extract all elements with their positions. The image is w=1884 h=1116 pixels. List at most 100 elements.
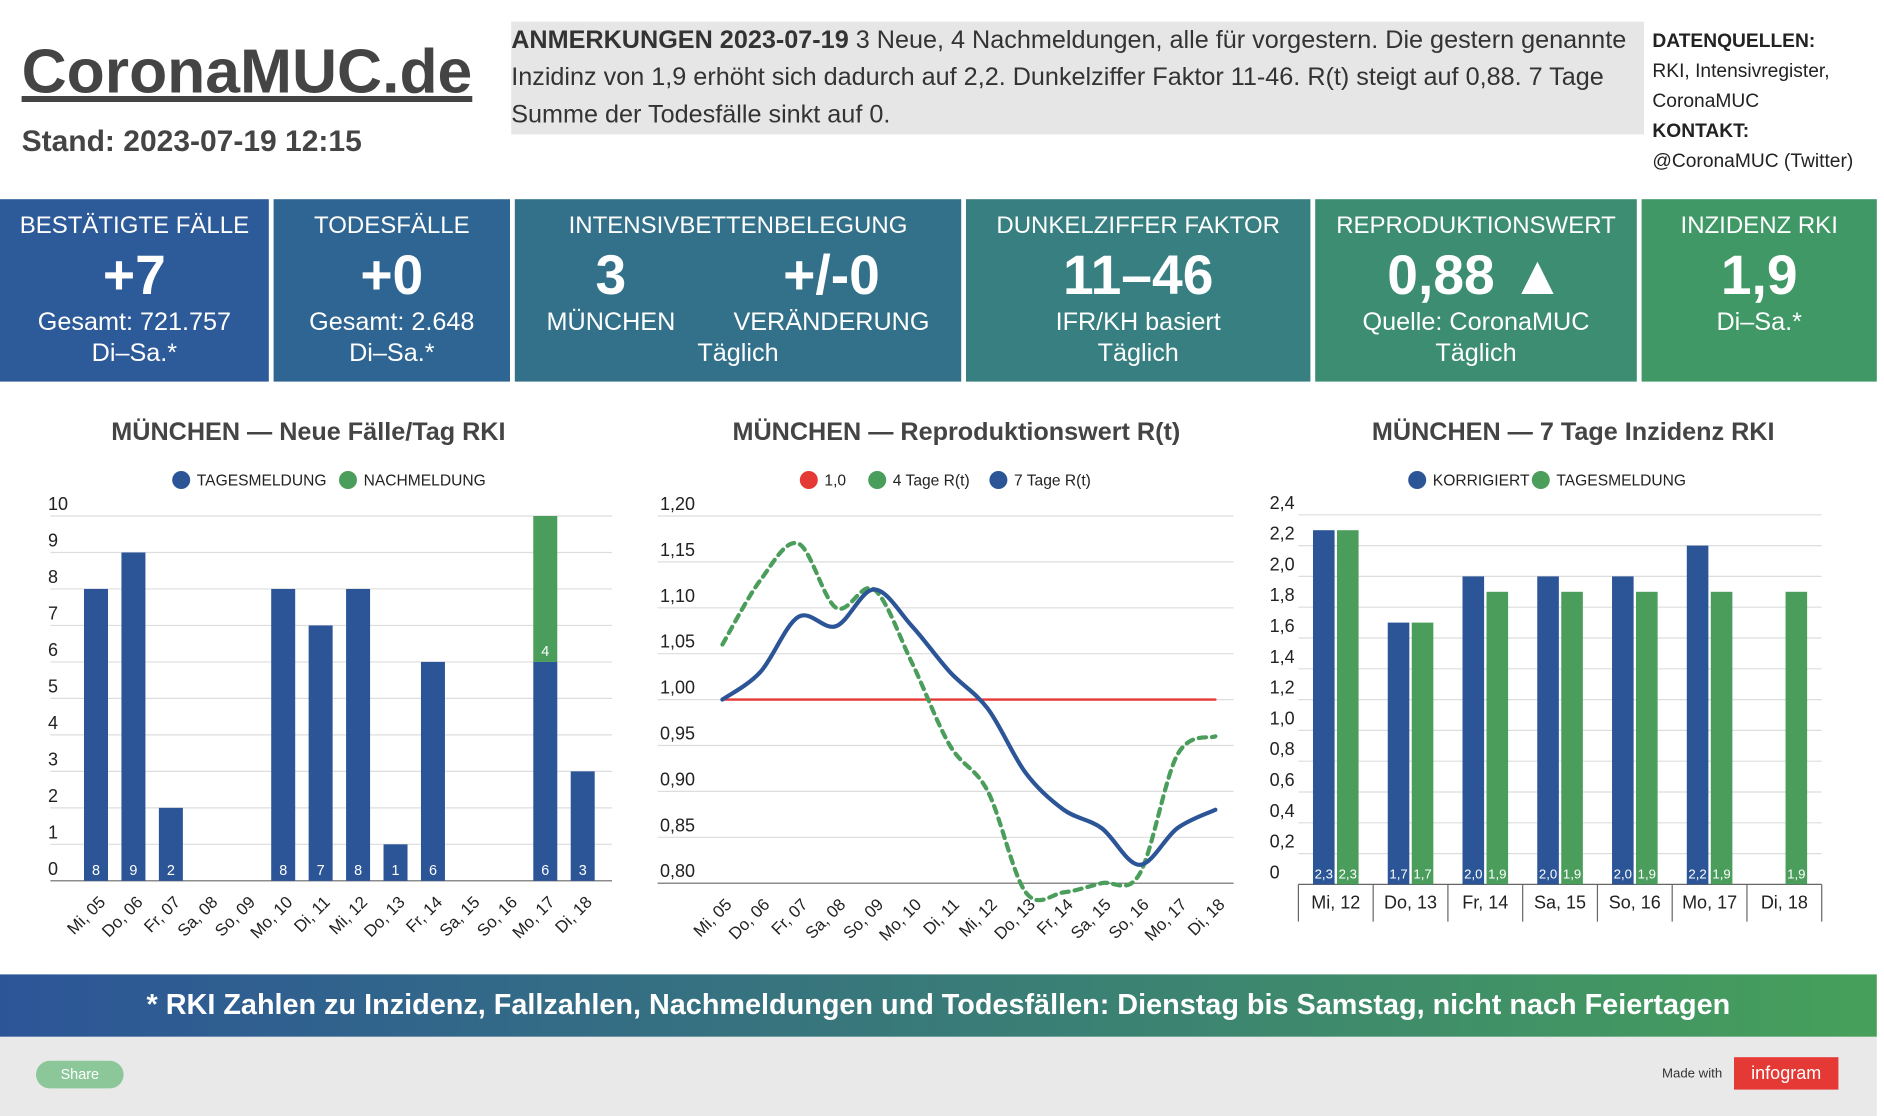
bar xyxy=(533,516,558,662)
kpi-line: Di–Sa.* xyxy=(1716,308,1802,336)
y-tick-label: 9 xyxy=(48,530,58,550)
bar xyxy=(346,588,371,881)
value-label: 6 xyxy=(429,863,437,879)
y-tick-label: 1,2 xyxy=(1270,678,1295,698)
legend-label: 4 Tage R(t) xyxy=(893,472,970,489)
kpi-line: Gesamt: 721.757 xyxy=(37,308,232,336)
y-tick-label: 1,8 xyxy=(1270,585,1295,605)
sources-heading: DATENQUELLEN: xyxy=(1652,31,1816,52)
bar xyxy=(271,588,296,881)
x-tick-label: Fr, 14 xyxy=(1462,892,1508,912)
y-tick-label: 10 xyxy=(48,494,68,514)
legend-label: TAGESMELDUNG xyxy=(1556,472,1686,489)
y-tick-label: 1,05 xyxy=(660,632,695,652)
x-tick-label: Do, 06 xyxy=(98,893,146,941)
footer-note: * RKI Zahlen zu Inzidenz, Fallzahlen, Na… xyxy=(0,974,1877,1037)
notes-text: 3 Neue, 4 Nachmeldungen, alle für vorges… xyxy=(511,26,1627,129)
value-label: 2,0 xyxy=(1464,866,1482,881)
charts: MÜNCHEN — Neue Fälle/Tag RKI TAGESMELDUNG… xyxy=(48,417,1823,945)
y-tick-label: 8 xyxy=(48,567,58,587)
x-tick-label: Di, 11 xyxy=(290,893,334,937)
bar xyxy=(1612,576,1634,885)
kpi-value: +/-0 xyxy=(783,243,880,306)
y-tick-label: 3 xyxy=(48,749,58,769)
bar xyxy=(1710,591,1733,885)
site-title[interactable]: CoronaMUC.de xyxy=(21,37,473,107)
y-tick-label: 0,2 xyxy=(1270,832,1295,852)
legend-marker xyxy=(868,471,887,490)
x-tick-label: Di, 18 xyxy=(1761,892,1808,912)
y-tick-label: 4 xyxy=(48,713,58,733)
y-tick-label: 6 xyxy=(48,640,58,660)
value-label: 8 xyxy=(354,863,362,879)
kpi-tile: INTENSIVBETTENBELEGUNG 3 MÜNCHEN +/-0 VERÄ… xyxy=(514,199,962,382)
x-tick-label: Mo, 17 xyxy=(1682,892,1737,912)
y-tick-label: 1,6 xyxy=(1270,616,1295,636)
bar xyxy=(1636,591,1658,885)
kpi-title: BESTÄTIGTE FÄLLE xyxy=(19,212,250,239)
y-tick-label: 0 xyxy=(48,859,58,879)
legend-marker xyxy=(1531,471,1550,490)
y-tick-label: 2,2 xyxy=(1270,524,1295,544)
x-tick-label: Mo, 17 xyxy=(1141,895,1191,945)
kpi-title: DUNKELZIFFER FAKTOR xyxy=(996,212,1280,239)
value-label: 2,0 xyxy=(1614,866,1632,881)
x-tick-label: Sa, 08 xyxy=(174,893,222,941)
kpi-value: 0,88 ▲ xyxy=(1387,243,1565,306)
x-tick-label: Mi, 12 xyxy=(1311,892,1360,912)
contact[interactable]: @CoronaMUC (Twitter) xyxy=(1652,151,1854,172)
kpi-line: IFR/KH basiert xyxy=(1055,308,1221,336)
x-tick-label: Di, 11 xyxy=(919,895,963,939)
brand-logo[interactable]: infogram xyxy=(1734,1057,1839,1090)
bar xyxy=(420,661,445,881)
bar xyxy=(1561,591,1583,885)
kpi-tile: BESTÄTIGTE FÄLLE +7 Gesamt: 721.757 Di–S… xyxy=(0,199,269,382)
value-label: 1,9 xyxy=(1563,866,1581,881)
x-tick-label: Mo, 10 xyxy=(875,895,925,945)
value-label: 1,7 xyxy=(1389,866,1407,881)
value-label: 1,9 xyxy=(1787,866,1805,881)
kpi-line: Täglich xyxy=(697,339,779,368)
y-tick-label: 0,8 xyxy=(1270,739,1295,759)
kpi-label: VERÄNDERUNG xyxy=(733,308,930,336)
legend-marker xyxy=(339,471,357,490)
y-tick-label: 2,4 xyxy=(1270,493,1295,513)
x-tick-label: Sa, 15 xyxy=(1534,892,1586,912)
y-tick-label: 0 xyxy=(1270,862,1280,882)
value-label: 3 xyxy=(579,863,587,879)
bar xyxy=(1411,622,1434,885)
value-label: 9 xyxy=(129,863,137,879)
legend-marker xyxy=(989,471,1008,490)
bar xyxy=(1537,576,1559,885)
bar xyxy=(1686,545,1709,885)
kpi-value: 1,9 xyxy=(1720,243,1798,306)
x-tick-label: Mo, 10 xyxy=(247,893,297,943)
x-tick-label: Di, 18 xyxy=(1184,895,1228,939)
share-button[interactable]: Share xyxy=(36,1060,124,1089)
notes-heading: ANMERKUNGEN 2023-07-19 xyxy=(511,26,849,55)
bar xyxy=(1486,591,1509,885)
legend-label: TAGESMELDUNG xyxy=(197,472,327,489)
value-label: 2,3 xyxy=(1339,866,1357,881)
x-tick-label: So, 16 xyxy=(1609,892,1661,912)
y-tick-label: 1,4 xyxy=(1270,647,1295,667)
y-tick-label: 1,0 xyxy=(1270,708,1295,728)
bar xyxy=(158,807,183,881)
x-tick-label: Mo, 17 xyxy=(509,893,559,943)
value-label: 7 xyxy=(317,863,325,879)
notes: ANMERKUNGEN 2023-07-19 3 Neue, 4 Nachmel… xyxy=(511,21,1645,135)
value-label: 1,9 xyxy=(1638,866,1656,881)
y-tick-label: 0,4 xyxy=(1270,801,1295,821)
kpi-line: Quelle: CoronaMUC xyxy=(1362,308,1590,336)
kpi-value: 3 xyxy=(595,243,627,306)
value-label: 1,9 xyxy=(1488,866,1506,881)
y-tick-label: 0,6 xyxy=(1270,770,1295,790)
legend-marker xyxy=(1408,471,1427,490)
x-tick-label: Di, 18 xyxy=(551,893,595,937)
legend-marker xyxy=(799,471,818,490)
y-tick-label: 0,95 xyxy=(660,723,695,743)
y-tick-label: 1,15 xyxy=(660,540,695,560)
y-tick-label: 0,80 xyxy=(660,861,695,881)
chart-title: MÜNCHEN — 7 Tage Inzidenz RKI xyxy=(1372,417,1775,446)
